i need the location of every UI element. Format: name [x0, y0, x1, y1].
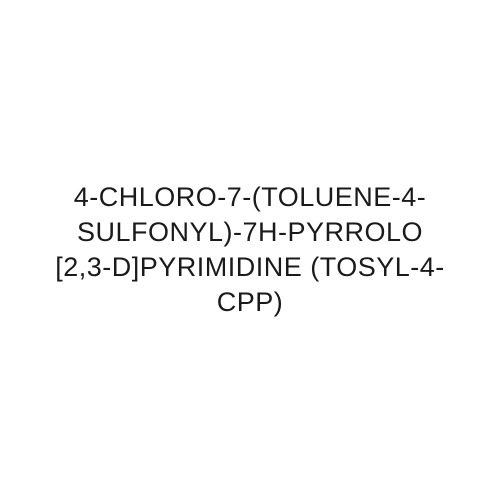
chemical-name-text: 4-CHLORO-7-(TOLUENE-4- SULFONYL)-7H-PYRR…: [30, 180, 470, 320]
chemical-name-container: 4-CHLORO-7-(TOLUENE-4- SULFONYL)-7H-PYRR…: [0, 180, 500, 320]
chemical-line-2: SULFONYL)-7H-PYRROLO: [77, 217, 423, 247]
chemical-line-1: 4-CHLORO-7-(TOLUENE-4-: [74, 182, 427, 212]
chemical-line-3: [2,3-D]PYRIMIDINE (TOSYL-4-CPP): [55, 252, 445, 317]
